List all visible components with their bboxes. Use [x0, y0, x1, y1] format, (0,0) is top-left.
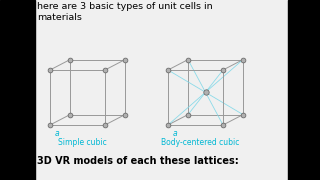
Point: [186, 113, 191, 116]
Point: [102, 69, 108, 71]
Point: [47, 69, 52, 71]
Point: [186, 58, 191, 61]
Point: [47, 123, 52, 126]
Point: [68, 58, 73, 61]
Text: Body-centered cubic: Body-centered cubic: [161, 138, 240, 147]
Point: [68, 113, 73, 116]
Point: [220, 69, 226, 71]
Point: [240, 58, 245, 61]
Text: here are 3 basic types of unit cells in
materials: here are 3 basic types of unit cells in …: [37, 2, 212, 22]
Bar: [0, 0, 35, 180]
Text: a: a: [173, 129, 178, 138]
Point: [123, 58, 128, 61]
Text: 3D VR models of each these lattices:: 3D VR models of each these lattices:: [37, 156, 239, 166]
Point: [165, 69, 171, 71]
Point: [165, 123, 171, 126]
Text: Simple cubic: Simple cubic: [58, 138, 107, 147]
Point: [220, 123, 226, 126]
Point: [203, 91, 208, 94]
Text: a: a: [55, 129, 60, 138]
Point: [123, 113, 128, 116]
Point: [240, 113, 245, 116]
Point: [102, 123, 108, 126]
Bar: [288, 0, 320, 180]
